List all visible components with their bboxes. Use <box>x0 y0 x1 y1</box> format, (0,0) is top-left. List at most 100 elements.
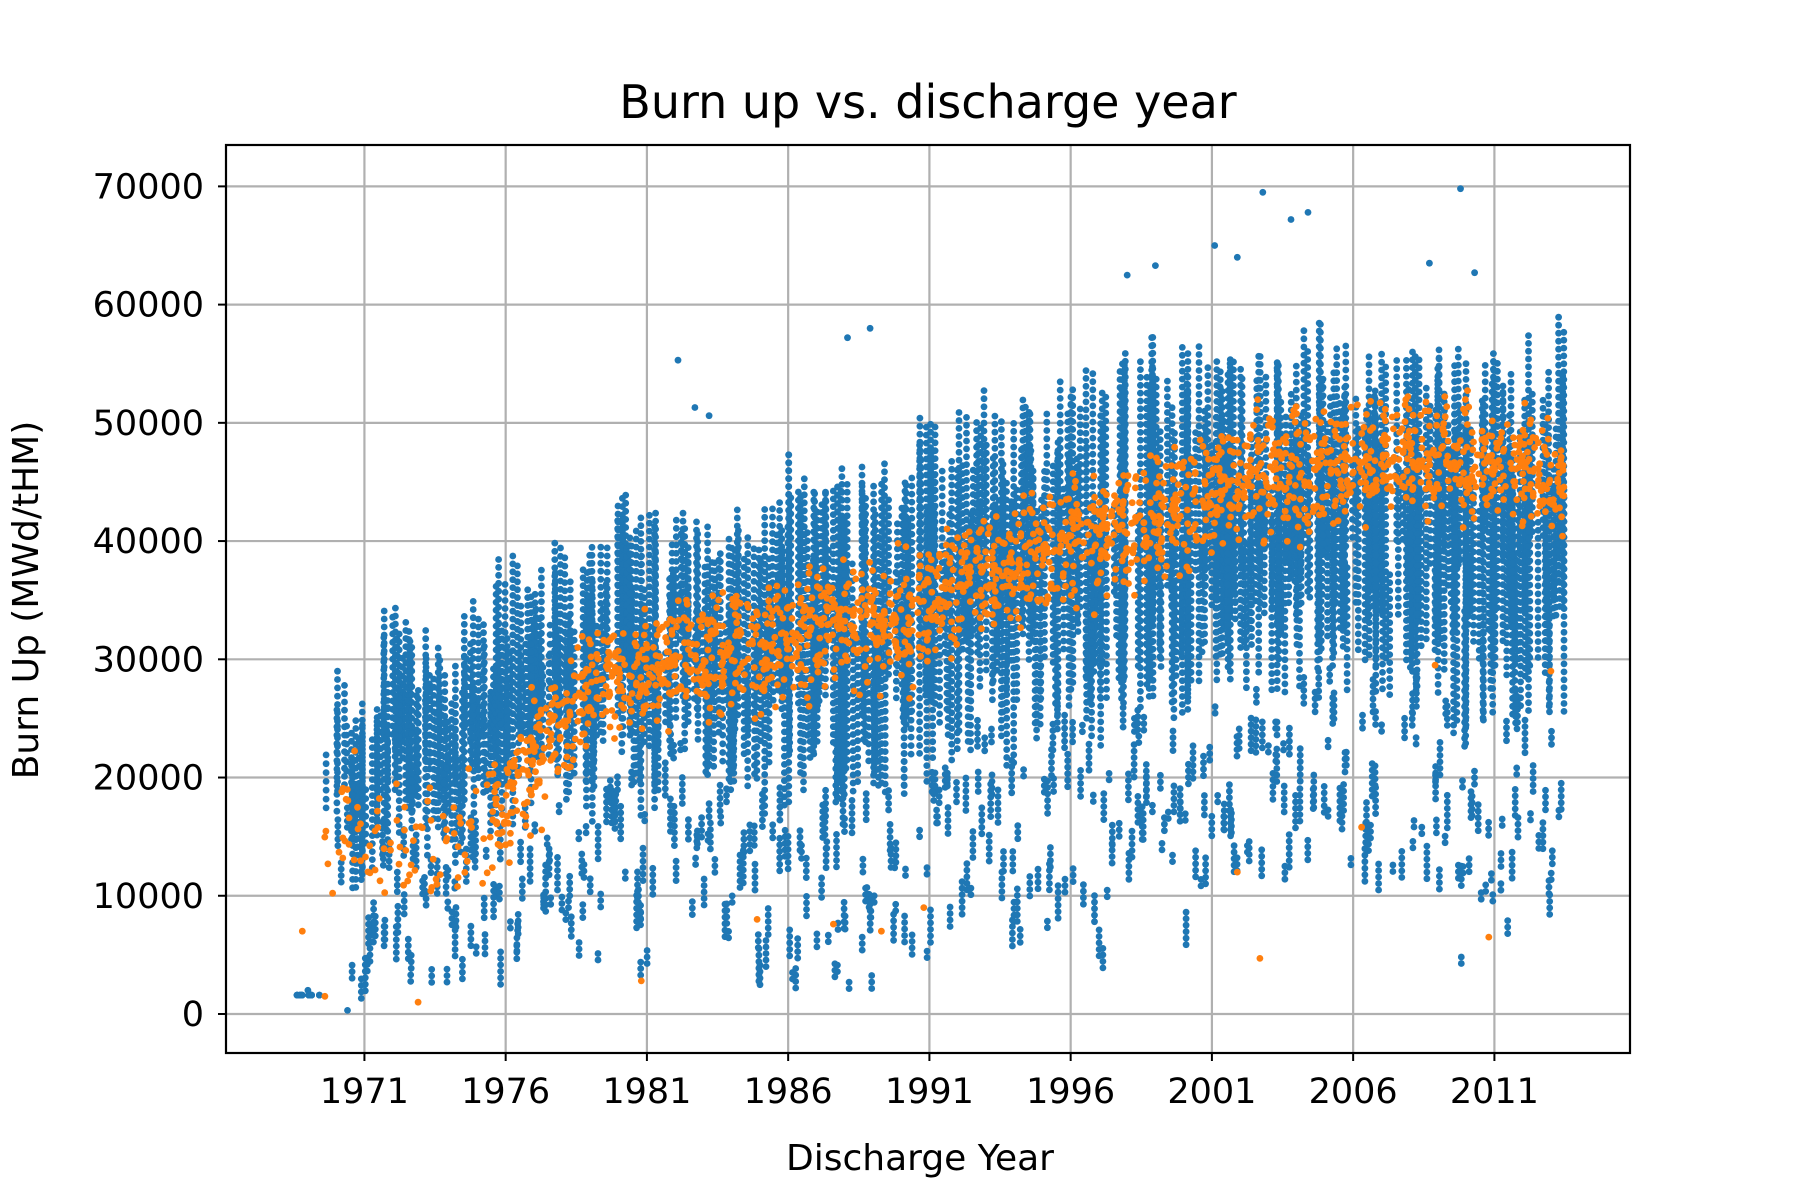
blue-point <box>565 732 573 740</box>
blue-point <box>715 720 723 728</box>
blue-point <box>634 881 641 889</box>
blue-point <box>588 818 596 825</box>
blue-point <box>725 620 733 628</box>
blue-point <box>358 765 366 773</box>
blue-point <box>652 549 659 557</box>
blue-point <box>407 971 415 979</box>
blue-point <box>527 704 535 712</box>
blue-point <box>414 687 422 694</box>
blue-point <box>333 714 341 722</box>
blue-point <box>785 451 792 459</box>
blue-point <box>517 669 525 676</box>
blue-point <box>759 797 766 804</box>
blue-point <box>551 655 559 662</box>
blue-point <box>755 958 763 966</box>
blue-point <box>551 671 559 679</box>
blue-point <box>762 963 770 970</box>
blue-point <box>585 576 593 583</box>
blue-point <box>776 507 783 514</box>
blue-point <box>785 538 792 546</box>
blue-point <box>482 846 490 854</box>
blue-point <box>785 562 792 570</box>
blue-point <box>424 825 431 833</box>
blue-point <box>561 670 569 677</box>
blue-point <box>646 583 653 591</box>
blue-point <box>643 953 651 961</box>
blue-point <box>497 968 504 975</box>
blue-point <box>757 557 764 565</box>
blue-point <box>380 655 388 663</box>
blue-point <box>408 793 416 801</box>
blue-point <box>588 738 596 745</box>
blue-point <box>637 780 645 788</box>
blue-point <box>365 920 372 928</box>
blue-point <box>551 646 559 654</box>
blue-point <box>725 928 732 935</box>
blue-point <box>408 730 416 738</box>
blue-point <box>759 823 766 830</box>
blue-point <box>565 780 573 788</box>
blue-point <box>358 846 366 854</box>
blue-point <box>769 821 777 829</box>
blue-point <box>707 832 714 840</box>
blue-point <box>380 687 388 695</box>
blue-point <box>495 571 502 579</box>
blue-point <box>334 701 341 708</box>
blue-point <box>348 974 356 982</box>
blue-point <box>539 698 547 706</box>
blue-point <box>452 727 459 734</box>
blue-point <box>495 651 502 659</box>
blue-point <box>651 804 658 812</box>
blue-point <box>694 720 702 727</box>
blue-point <box>735 527 742 535</box>
blue-point <box>452 917 460 924</box>
blue-point <box>539 681 547 689</box>
blue-point <box>765 742 773 750</box>
blue-point <box>408 667 416 675</box>
blue-point <box>751 886 759 894</box>
blue-point <box>497 694 504 702</box>
blue-point <box>341 756 348 764</box>
blue-point <box>554 886 561 894</box>
blue-point <box>509 552 517 560</box>
blue-point <box>567 926 575 934</box>
blue-point <box>358 741 366 748</box>
blue-point <box>408 683 416 691</box>
blue-point <box>400 910 408 918</box>
blue-point <box>579 574 587 582</box>
blue-point <box>763 699 771 707</box>
blue-point <box>575 829 583 836</box>
blue-point <box>441 688 449 696</box>
blue-point <box>637 538 645 545</box>
blue-point <box>651 795 658 803</box>
blue-point <box>626 534 634 542</box>
blue-point <box>509 584 517 591</box>
blue-point <box>408 659 416 667</box>
blue-point <box>501 581 509 588</box>
blue-point <box>469 853 476 861</box>
blue-point <box>380 727 388 735</box>
blue-point <box>341 723 348 731</box>
blue-point <box>555 802 563 809</box>
blue-point <box>358 838 366 846</box>
blue-point <box>597 903 605 911</box>
blue-point <box>434 685 442 693</box>
blue-point <box>716 801 724 808</box>
blue-point <box>526 864 534 872</box>
blue-point <box>496 895 503 903</box>
blue-point <box>422 659 430 667</box>
blue-point <box>358 797 366 805</box>
blue-point <box>551 564 559 572</box>
blue-point <box>361 980 369 988</box>
blue-point <box>684 702 692 710</box>
blue-point <box>561 562 569 570</box>
blue-point <box>704 755 711 762</box>
blue-point <box>725 726 733 734</box>
blue-point <box>413 765 420 773</box>
blue-point <box>651 779 658 787</box>
blue-point <box>561 571 569 578</box>
blue-point <box>649 871 657 879</box>
blue-point <box>694 834 701 841</box>
blue-point <box>358 773 366 781</box>
blue-point <box>514 911 522 918</box>
